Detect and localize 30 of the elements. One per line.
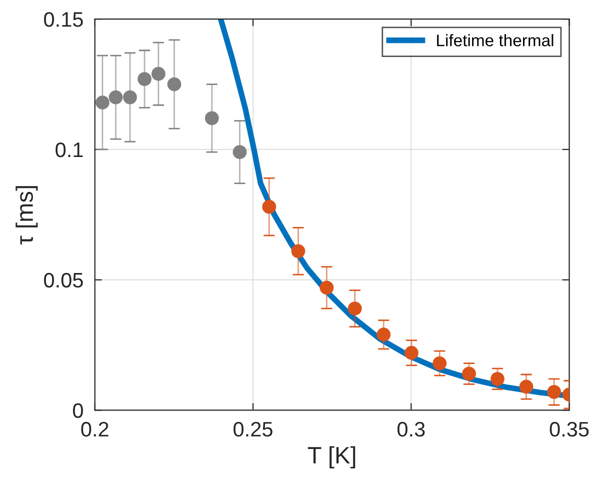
point [519, 380, 534, 394]
point [96, 96, 110, 110]
point [291, 244, 306, 258]
point [152, 66, 166, 81]
y-tick-label: 0 [72, 403, 83, 418]
x-tick-label: 0.2 [81, 422, 108, 437]
point [462, 366, 476, 381]
point [108, 90, 123, 104]
y-axis-title: τ [ms] [16, 186, 38, 245]
point [123, 90, 137, 104]
y-tick-label: 0.05 [44, 272, 83, 288]
x-tick-label: 0.35 [550, 422, 589, 437]
point [376, 328, 391, 342]
point [432, 356, 447, 370]
point [547, 385, 562, 399]
point [204, 111, 219, 126]
point [138, 72, 152, 86]
legend-label: Lifetime thermal [437, 34, 554, 46]
point [404, 346, 418, 360]
point [348, 302, 362, 316]
point [262, 200, 276, 214]
point [232, 145, 247, 160]
x-axis-title: T [K] [308, 446, 356, 468]
y-tick-label: 0.1 [56, 142, 83, 158]
x-tick-label: 0.3 [397, 422, 425, 437]
y-tick-label: 0.15 [44, 12, 83, 27]
x-tick-label: 0.25 [234, 422, 272, 437]
point [167, 77, 182, 92]
point [490, 372, 504, 386]
point [320, 280, 334, 295]
